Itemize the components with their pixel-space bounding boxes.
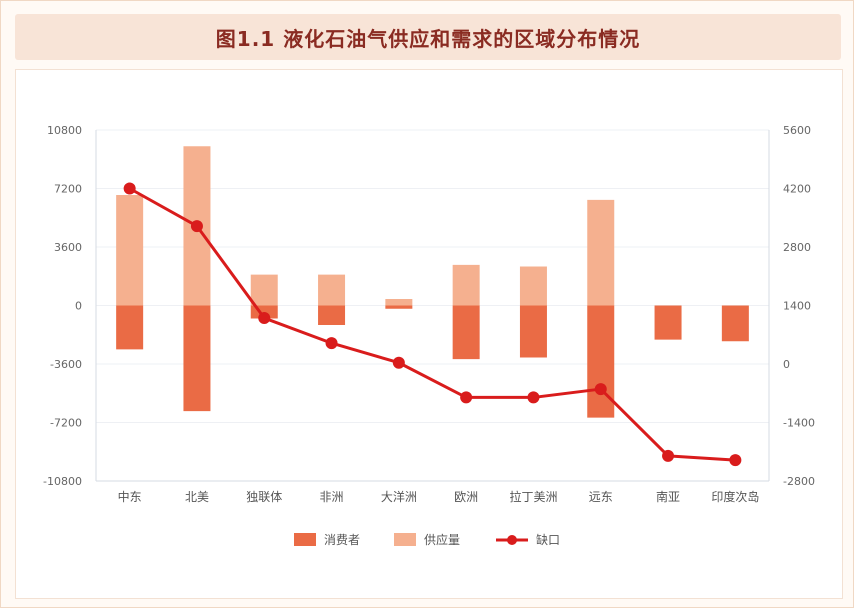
combo-chart: 10800 7200 3600 0 -3600 -7200 -10800 5600 4200 28…: [43, 124, 815, 547]
bar-supply: [519, 266, 547, 306]
bar-consumer: [654, 305, 682, 340]
bar-consumer: [721, 305, 749, 342]
y-left-tick-label: 3600: [54, 241, 82, 254]
chart-title-bar: 图1.1 液化石油气供应和需求的区域分布情况: [15, 14, 841, 60]
y-right-tick-label: 1400: [783, 300, 811, 313]
bar-supply: [250, 274, 278, 306]
y-right-tick-label: 4200: [783, 183, 811, 196]
x-category-label: 欧洲: [454, 490, 478, 504]
bar-supply: [452, 264, 480, 306]
bar-supply: [587, 199, 615, 306]
legend-swatch-supply: [394, 533, 416, 546]
gap-point: [325, 337, 338, 350]
legend-label-consumer: 消费者: [324, 533, 360, 547]
y-left-tick-label: 10800: [47, 124, 82, 137]
y-left-tick-label: -10800: [43, 475, 82, 488]
bar-supply: [385, 299, 413, 306]
y-left-tick-label: -3600: [50, 358, 82, 371]
bar-consumer: [519, 305, 547, 358]
chart-panel: 10800 7200 3600 0 -3600 -7200 -10800 5600 4200 28…: [15, 69, 843, 599]
legend-label-gap: 缺口: [536, 532, 560, 547]
y-left-tick-label: 7200: [54, 183, 82, 196]
bar-consumer: [116, 305, 144, 350]
x-category-label: 印度次岛: [711, 489, 759, 504]
bar-consumer: [183, 305, 211, 412]
legend-swatch-gap-marker: [507, 535, 517, 545]
bar-supply: [318, 274, 346, 306]
gap-point: [123, 182, 136, 195]
gap-point: [392, 356, 405, 369]
bar-consumer: [385, 305, 413, 309]
x-category-label: 拉丁美洲: [509, 489, 557, 504]
bar-consumer: [318, 305, 346, 325]
legend-swatch-consumer: [294, 533, 316, 546]
bar-supply: [116, 195, 144, 306]
y-right-tick-label: -2800: [783, 475, 815, 488]
gap-point: [460, 391, 473, 404]
x-category-label: 独联体: [246, 490, 282, 504]
x-category-label: 中东: [118, 489, 142, 504]
gap-point: [662, 449, 675, 462]
y-right-tick-label: 0: [783, 358, 790, 371]
y-right-tick-label: 2800: [783, 241, 811, 254]
y-left-tick-label: -7200: [50, 417, 82, 430]
y-right-tick-label: 5600: [783, 124, 811, 137]
chart-title: 图1.1 液化石油气供应和需求的区域分布情况: [215, 26, 641, 51]
gap-point: [527, 391, 540, 404]
x-category-label: 远东: [589, 490, 613, 504]
gap-point: [594, 383, 607, 396]
gap-point: [190, 220, 203, 233]
bar-consumer: [587, 305, 615, 418]
gap-series-line: [128, 187, 736, 462]
y-left-tick-label: 0: [75, 300, 82, 313]
gap-point: [729, 454, 742, 467]
x-category-label: 非洲: [320, 490, 344, 504]
legend-label-supply: 供应量: [424, 532, 460, 547]
x-category-label: 南亚: [656, 489, 680, 504]
x-category-label: 大洋洲: [381, 489, 417, 504]
gap-point: [258, 312, 271, 325]
x-category-label: 北美: [185, 490, 209, 504]
bar-consumer: [452, 305, 480, 360]
y-right-tick-label: -1400: [783, 417, 815, 430]
